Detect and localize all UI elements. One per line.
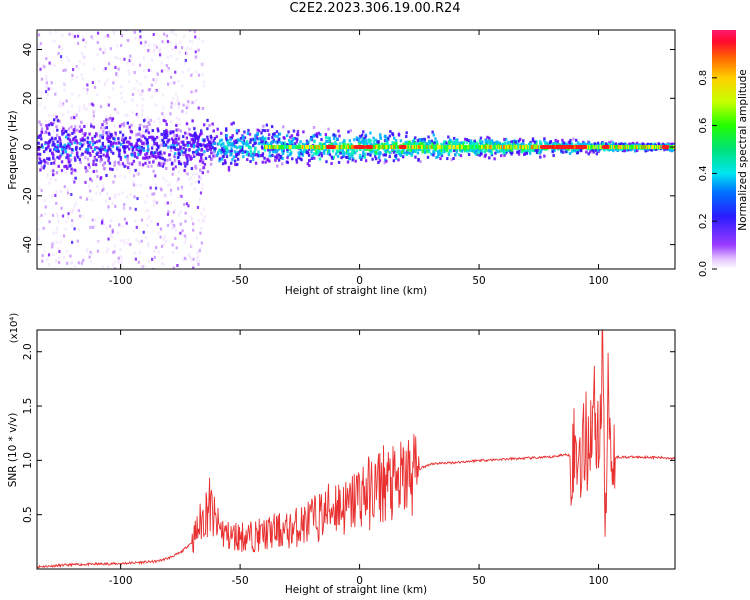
snr-x-tick-label: -100 [109,575,133,587]
spectrogram-x-tick-label: -50 [232,275,249,287]
spectrogram-panel: -100 -50 0 50 100 -40 -20 0 20 40 Height of stra… [7,29,676,297]
snr-x-tick-label: 100 [589,575,609,587]
spectrogram-y-axis: -40 -20 0 20 40 [22,43,675,253]
snr-x-tick-label: -50 [232,575,249,587]
colorbar-tick-label: 0.6 [698,118,709,134]
snr-panel: -100 -50 0 50 100 0.5 1.0 1.5 2.0 Height of str… [7,313,676,596]
spectrogram-x-tick-label: 100 [589,275,609,287]
snr-x-tick-label: 50 [472,575,485,587]
spectrogram-y-tick-label: 0 [22,144,34,151]
snr-y-multiplier: (x10⁴) [9,313,20,344]
snr-y-tick-label: 1.0 [22,452,34,469]
spectrogram-y-tick-label: 20 [22,92,34,105]
colorbar-tick-label: 0.0 [698,261,709,277]
snr-frame [36,329,676,570]
colorbar: 0.0 0.2 0.4 0.6 0.8 Normalized spectral ampl… [698,30,749,277]
page-title: C2E2.2023.306.19.00.R24 [289,1,461,16]
colorbar-gradient [712,30,736,269]
spectrogram-y-label: Frequency (Hz) [7,110,19,189]
spectrogram-x-tick-label: -100 [109,275,133,287]
spectrogram-heatmap [37,30,675,269]
spectrogram-frame [36,29,676,270]
spectrogram-x-label: Height of straight line (km) [285,285,427,297]
spectrogram-y-tick-label: 40 [22,43,34,56]
colorbar-tick-label: 0.2 [698,213,709,229]
colorbar-ticks: 0.0 0.2 0.4 0.6 0.8 [698,70,717,277]
colorbar-label: Normalized spectral amplitude [737,69,749,230]
snr-x-tick-label: 0 [356,575,363,587]
snr-y-tick-label: 2.0 [22,343,34,360]
snr-y-tick-label: 1.5 [22,398,34,415]
snr-y-axis: 0.5 1.0 1.5 2.0 [22,343,675,523]
snr-x-label: Height of straight line (km) [285,584,427,596]
spectrogram-x-tick-label: 50 [472,275,485,287]
spectrogram-y-tick-label: -20 [22,187,34,204]
spectrogram-y-tick-label: -40 [22,236,34,253]
snr-y-tick-label: 0.5 [22,506,34,523]
snr-series-line [37,330,675,569]
snr-y-label: SNR (10 * v/v) [7,413,19,488]
colorbar-tick-label: 0.4 [698,165,709,181]
spectrogram-x-axis: -100 -50 0 50 100 [109,30,609,287]
snr-x-axis: -100 -50 0 50 100 [109,330,609,587]
snr-plot-area [37,330,675,569]
spectrogram-x-tick-label: 0 [356,275,363,287]
colorbar-tick-label: 0.8 [698,70,709,86]
